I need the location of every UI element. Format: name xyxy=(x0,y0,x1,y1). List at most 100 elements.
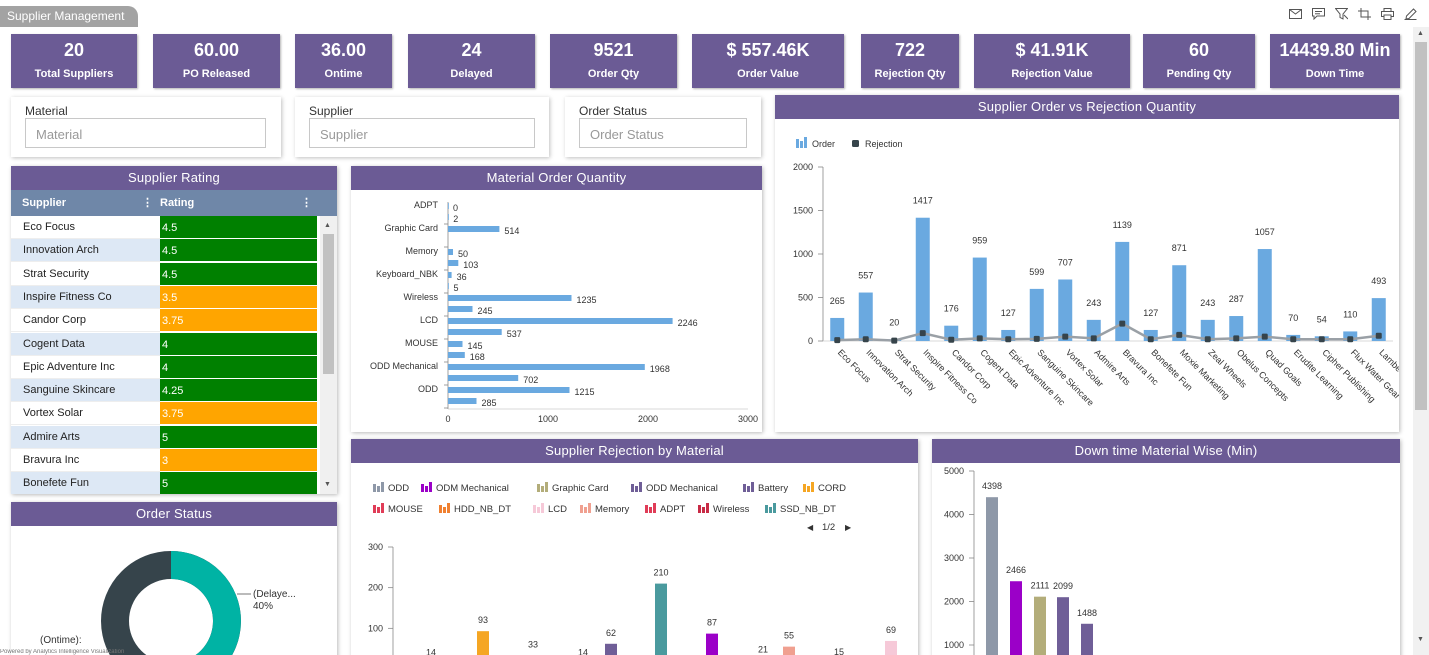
table-row[interactable]: Inspire Fitness Co 3.5 xyxy=(11,285,321,309)
rejection-point xyxy=(1090,335,1097,342)
scroll-down-icon[interactable]: ▼ xyxy=(324,481,331,488)
table-row[interactable]: Bonefete Fun 5 xyxy=(11,472,321,494)
scroll-thumb[interactable] xyxy=(1415,42,1427,410)
material-input[interactable]: Material xyxy=(25,118,266,148)
legend-order-icon xyxy=(800,141,803,148)
y-tick-label: 2000 xyxy=(793,162,813,172)
scroll-up-icon[interactable]: ▲ xyxy=(1417,30,1424,37)
table-row[interactable]: Eco Focus 4.5 xyxy=(11,216,321,239)
legend-icon xyxy=(751,482,754,492)
table-row[interactable]: Bravura Inc 3 xyxy=(11,449,321,472)
rejection-line xyxy=(837,322,1379,342)
legend-order-icon xyxy=(796,139,799,148)
y-tick-label: Graphic Card xyxy=(384,223,438,233)
order-vs-rejection-panel: Supplier Order vs Rejection Quantity Ord… xyxy=(775,95,1399,432)
legend-icon xyxy=(381,482,384,492)
kpi-label: Ontime xyxy=(324,68,363,80)
data-label: 243 xyxy=(1086,298,1101,308)
crop-icon[interactable] xyxy=(1356,7,1373,21)
downtime-bar xyxy=(1081,623,1093,655)
scroll-thumb[interactable] xyxy=(323,234,334,374)
column-header-supplier[interactable]: Supplier xyxy=(22,197,67,209)
table-row[interactable]: Sanguine Skincare 4.25 xyxy=(11,379,321,403)
legend-icon xyxy=(743,484,746,492)
legend-icon xyxy=(765,505,768,513)
supplier-input[interactable]: Supplier xyxy=(309,118,535,148)
legend-label: ODM Mechanical xyxy=(436,483,509,494)
data-label: 599 xyxy=(1029,267,1044,277)
rating-cell: 3.5 xyxy=(160,285,317,309)
rating-cell: 4.5 xyxy=(160,216,317,239)
kpi-down-time[interactable]: 14439.80 Min Down Time xyxy=(1270,34,1400,88)
kpi-po-released[interactable]: 60.00 PO Released xyxy=(153,34,280,88)
table-row[interactable]: Innovation Arch 4.5 xyxy=(11,239,321,263)
data-label: 243 xyxy=(1200,298,1215,308)
column-header-rating[interactable]: Rating xyxy=(160,197,195,209)
data-label: 1057 xyxy=(1255,227,1275,237)
y-tick-label: ODD Mechanical xyxy=(370,361,438,371)
y-tick-label: ADPT xyxy=(414,200,439,210)
rejection-point xyxy=(891,337,898,344)
rejection-point xyxy=(1290,336,1297,343)
order-bar xyxy=(1115,241,1130,341)
pager-label: 1/2 xyxy=(822,522,835,533)
legend-icon xyxy=(698,505,701,513)
bar xyxy=(448,214,449,220)
clear-filter-icon[interactable] xyxy=(1333,7,1350,21)
kpi-ontime[interactable]: 36.00 Ontime xyxy=(295,34,392,88)
data-label: 265 xyxy=(830,296,845,306)
legend-icon xyxy=(635,486,638,492)
print-icon[interactable] xyxy=(1379,7,1396,21)
kpi-rejection-qty[interactable]: 722 Rejection Qty xyxy=(861,34,959,88)
tab-supplier-management[interactable]: Supplier Management xyxy=(0,6,138,27)
grid-scrollbar[interactable]: ▲ ▼ xyxy=(320,216,337,494)
edit-icon[interactable] xyxy=(1402,7,1419,21)
kpi-order-value[interactable]: $ 557.46K Order Value xyxy=(692,34,844,88)
legend-icon xyxy=(429,482,432,492)
data-label: 0 xyxy=(453,203,458,213)
rejection-point xyxy=(976,335,983,342)
kpi-rejection-value[interactable]: $ 41.91K Rejection Value xyxy=(974,34,1130,88)
downtime-panel: Down time Material Wise (Min) 1000 2000 30… xyxy=(932,439,1400,655)
kpi-pending-qty[interactable]: 60 Pending Qty xyxy=(1143,34,1255,88)
data-label: 2466 xyxy=(1006,565,1026,575)
scroll-down-icon[interactable]: ▼ xyxy=(1417,636,1424,643)
kpi-delayed[interactable]: 24 Delayed xyxy=(408,34,535,88)
data-label: 4398 xyxy=(982,481,1002,491)
legend-icon xyxy=(541,486,544,492)
data-label: 1235 xyxy=(577,295,597,305)
bar xyxy=(448,203,449,209)
legend-icon xyxy=(811,482,814,492)
data-label: 145 xyxy=(468,341,483,351)
table-row[interactable]: Cogent Data 4 xyxy=(11,332,321,356)
legend-label: Battery xyxy=(758,483,788,494)
y-tick-label: 100 xyxy=(368,623,383,633)
column-menu-icon[interactable]: ⋮ xyxy=(301,197,312,209)
kpi-order-qty[interactable]: 9521 Order Qty xyxy=(550,34,677,88)
donut-label-delayed: (Delaye... xyxy=(253,589,296,600)
bar xyxy=(448,272,452,278)
table-row[interactable]: Admire Arts 5 xyxy=(11,425,321,449)
kpi-label: Order Qty xyxy=(587,68,640,80)
kpi-total-suppliers[interactable]: 20 Total Suppliers xyxy=(11,34,137,88)
comment-icon[interactable] xyxy=(1310,7,1327,21)
data-label: 50 xyxy=(458,249,468,259)
table-row[interactable]: Candor Corp 3.75 xyxy=(11,309,321,333)
order-bar xyxy=(1257,249,1272,341)
supplier-cell: Inspire Fitness Co xyxy=(11,285,160,309)
mail-icon[interactable] xyxy=(1287,7,1304,21)
order-bar xyxy=(1001,329,1016,341)
scroll-up-icon[interactable]: ▲ xyxy=(324,222,331,229)
order-status-input[interactable]: Order Status xyxy=(579,118,747,148)
kpi-value: 24 xyxy=(461,40,482,60)
page-scrollbar[interactable]: ▲ ▼ xyxy=(1413,27,1429,655)
table-row[interactable]: Epic Adventure Inc 4 xyxy=(11,355,321,379)
y-tick-label: 500 xyxy=(798,293,813,303)
rejection-bar xyxy=(655,583,667,655)
order-bar xyxy=(1343,331,1358,341)
table-row[interactable]: Vortex Solar 3.75 xyxy=(11,402,321,426)
legend-icon xyxy=(773,503,776,513)
order-bar xyxy=(1143,329,1158,341)
table-row[interactable]: Strat Security 4.5 xyxy=(11,262,321,286)
column-menu-icon[interactable]: ⋮ xyxy=(142,197,153,209)
